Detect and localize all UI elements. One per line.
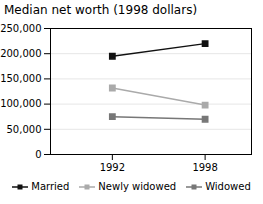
html-text:Widowed: Widowed — [205, 181, 251, 192]
svg-text:100,000: 100,000 — [0, 98, 41, 109]
svg-text:200,000: 200,000 — [0, 48, 41, 59]
html-text:Median net worth (1998 dollars: Median net worth (1998 dollars) — [4, 3, 198, 17]
html-text:Married: Married — [31, 181, 70, 192]
svg-text:1992: 1992 — [100, 162, 125, 173]
svg-text:250,000: 250,000 — [0, 23, 41, 34]
svg-text:1998: 1998 — [192, 162, 217, 173]
svg-text:50,000: 50,000 — [7, 124, 42, 135]
svg-text:150,000: 150,000 — [0, 73, 41, 84]
html-text:Newly widowed: Newly widowed — [98, 181, 177, 192]
svg-text:0: 0 — [35, 149, 41, 160]
